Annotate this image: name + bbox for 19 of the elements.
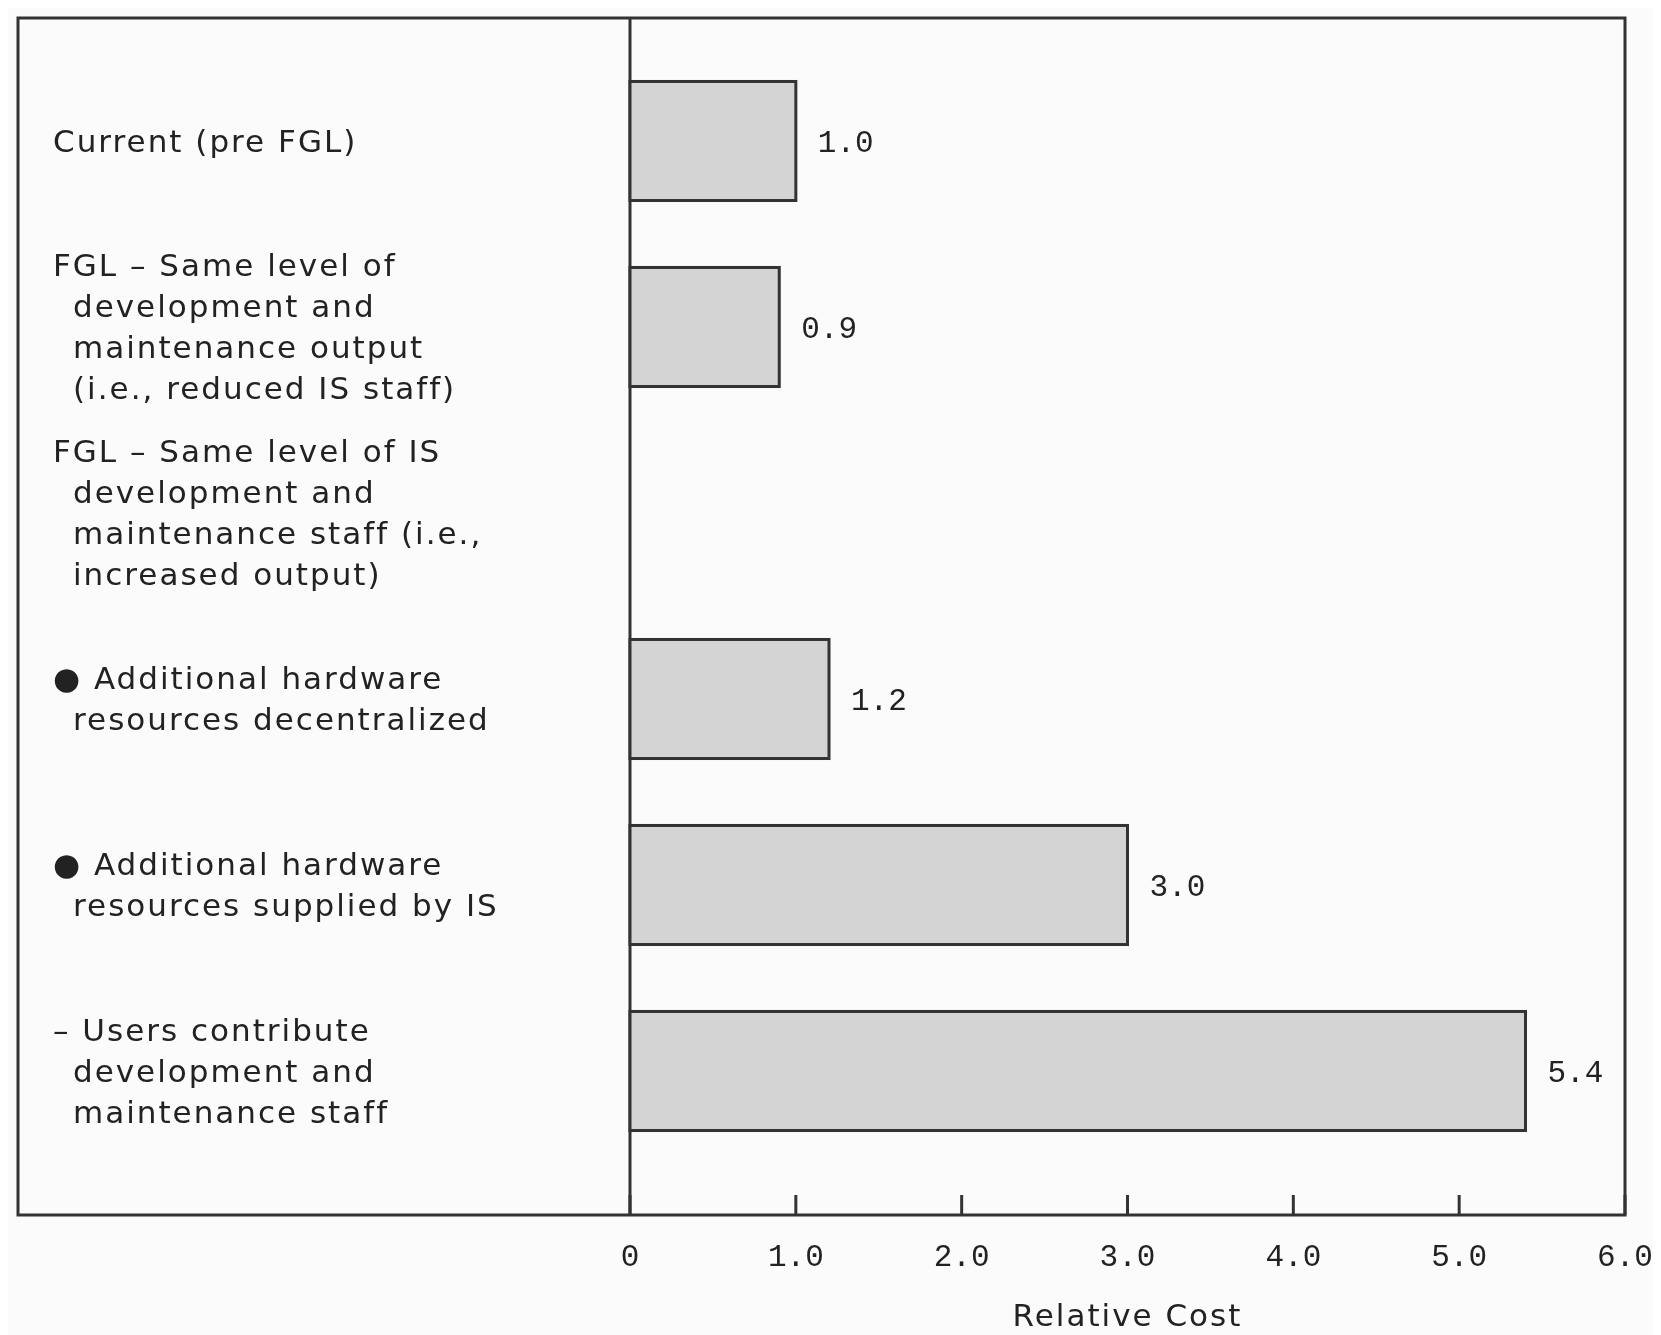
x-tick-label: 5.0 xyxy=(1431,1240,1488,1275)
y-tick-label: ● Additional hardware resources supplied by IS xyxy=(53,846,499,924)
y-tick-label: Current (pre FGL) xyxy=(53,122,358,159)
x-tick-label: 2.0 xyxy=(933,1240,990,1275)
data-label: 3.0 xyxy=(1149,869,1206,905)
y-tick-label: FGL – Same level of development and maintenance output (i.e., reduced IS staff) xyxy=(53,247,457,407)
data-label: 0.9 xyxy=(801,311,858,347)
x-tick-label: 0 xyxy=(620,1240,640,1275)
x-tick-label: 3.0 xyxy=(1099,1240,1156,1275)
data-label: 5.4 xyxy=(1547,1055,1604,1091)
x-tick-label: 6.0 xyxy=(1597,1240,1653,1275)
data-label: 1.2 xyxy=(851,683,907,719)
data-label: 1.0 xyxy=(817,125,874,161)
y-tick-label: ● Additional hardware resources decentralized xyxy=(53,660,490,738)
y-tick-label: FGL – Same level of IS development and maintenance staff (i.e., increased output) xyxy=(53,433,483,593)
x-tick-label: 1.0 xyxy=(767,1240,824,1275)
x-tick-label: 4.0 xyxy=(1265,1240,1322,1275)
x-axis-title: Relative Cost xyxy=(1012,1297,1243,1333)
y-tick-label: – Users contribute development and maintenance staff xyxy=(53,1011,390,1130)
